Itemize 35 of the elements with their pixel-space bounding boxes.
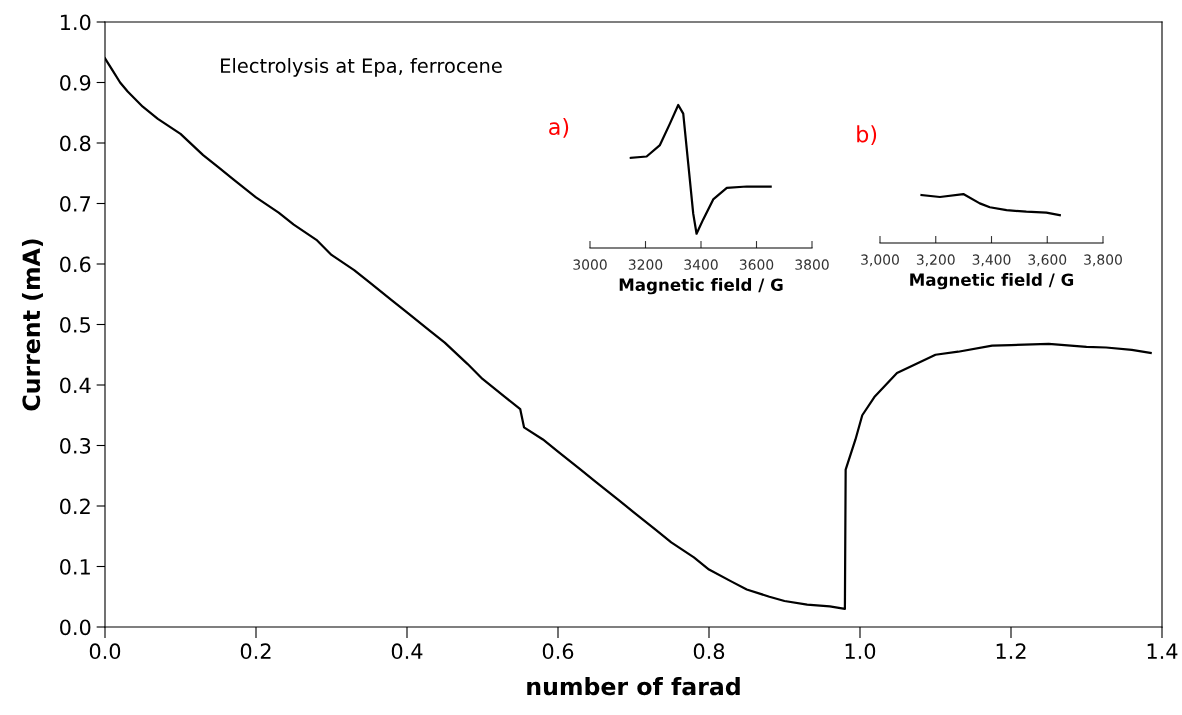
y-tick-label: 0.8 bbox=[60, 135, 91, 152]
y-tick-label: 0.3 bbox=[60, 437, 91, 454]
x-tick-label: 3,200 bbox=[916, 254, 955, 267]
x-tick-label: 0.6 bbox=[542, 643, 574, 660]
y-tick-label: 0.0 bbox=[60, 619, 91, 636]
x-tick-label: 3,000 bbox=[861, 254, 899, 267]
x-tick-label: 3000 bbox=[573, 259, 607, 270]
x-tick-label: 0.2 bbox=[240, 643, 271, 660]
annotation: Electrolysis at Epa, ferrocene bbox=[221, 57, 502, 77]
y-tick-label: 0.1 bbox=[60, 558, 90, 575]
x-tick-label: 3,800 bbox=[1084, 254, 1122, 267]
x-tick-label: 1.0 bbox=[845, 643, 876, 660]
x-tick-label: 3400 bbox=[684, 259, 718, 270]
x-tick-label: 0.4 bbox=[391, 643, 423, 660]
y-tick-label: 0.2 bbox=[60, 498, 90, 515]
x-tick-label: 3600 bbox=[739, 259, 774, 270]
x-tick-label: 3,600 bbox=[1028, 254, 1067, 267]
x-tick-label: 1.4 bbox=[1147, 643, 1178, 659]
annotation: b) bbox=[857, 125, 877, 146]
annotation: a) bbox=[549, 117, 569, 138]
x-tick-label: 3,400 bbox=[972, 254, 1011, 267]
x-tick-label: 0.0 bbox=[89, 643, 121, 660]
y-tick-label: 0.9 bbox=[60, 74, 91, 91]
x-axis-title: number of farad bbox=[527, 677, 740, 696]
y-tick-label: 0.5 bbox=[60, 316, 90, 333]
x-tick-label: 0.8 bbox=[693, 643, 725, 660]
x-axis-title: Magnetic field / G bbox=[619, 278, 783, 295]
y-tick-label: 0.7 bbox=[60, 195, 91, 212]
y-tick-label: 1.0 bbox=[60, 14, 91, 31]
x-tick-label: 3200 bbox=[628, 259, 663, 270]
y-axis-title: Current (mA) bbox=[21, 239, 43, 411]
x-tick-label: 1.2 bbox=[996, 643, 1026, 659]
x-tick-label: 3800 bbox=[795, 259, 829, 270]
y-tick-label: 0.4 bbox=[60, 377, 91, 394]
x-axis-title: Magnetic field / G bbox=[910, 273, 1074, 290]
